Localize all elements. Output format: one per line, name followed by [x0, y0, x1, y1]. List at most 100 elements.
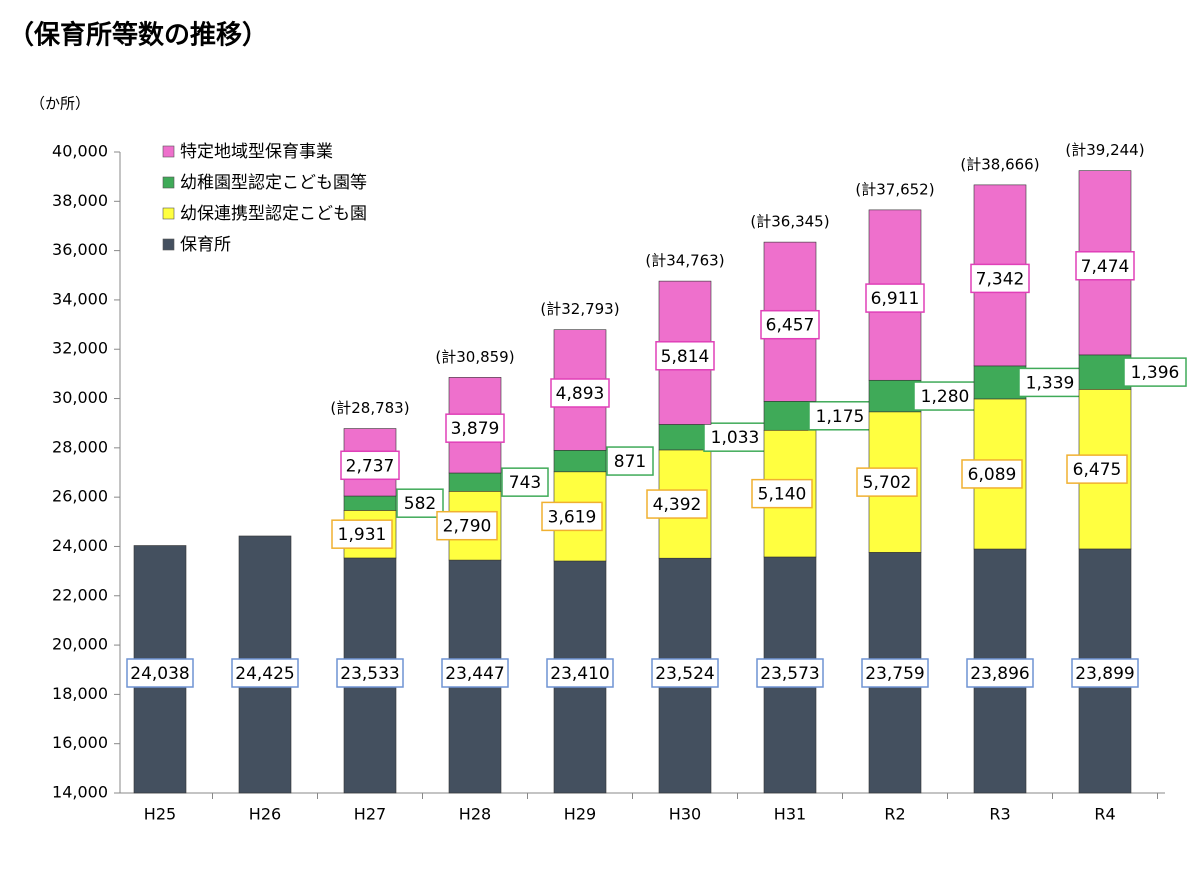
value-label: 24,425	[235, 664, 294, 684]
total-label: (計37,652)	[855, 180, 934, 198]
legend-swatch	[162, 238, 175, 251]
y-axis-label: （か所）	[30, 95, 90, 113]
value-label-box	[1066, 454, 1128, 484]
value-label: 1,339	[1026, 373, 1075, 393]
value-label-box	[913, 381, 977, 411]
value-label: 2,737	[346, 456, 395, 476]
value-label: 24,038	[130, 664, 189, 684]
x-tick-label: H29	[564, 805, 596, 824]
legend-swatch	[162, 176, 175, 189]
x-tick-label: H30	[669, 805, 701, 824]
value-label-box	[651, 658, 719, 688]
y-tick-label: 26,000	[52, 487, 108, 506]
value-label-box	[436, 510, 498, 541]
y-tick-label: 22,000	[52, 585, 108, 604]
value-label-box	[646, 489, 708, 519]
y-tick-label: 30,000	[52, 388, 108, 407]
value-label-box	[856, 467, 918, 497]
bar-segment	[448, 472, 502, 492]
value-label-box	[445, 413, 505, 443]
legend-swatch	[162, 145, 175, 158]
value-label: 23,533	[340, 664, 399, 684]
y-tick-label: 36,000	[52, 240, 108, 259]
total-label: (計38,666)	[960, 155, 1039, 173]
value-label-box	[336, 658, 404, 688]
x-tick-label: H31	[774, 805, 806, 824]
bar-segment	[868, 379, 922, 413]
value-label-box	[756, 658, 824, 688]
value-label-box	[1018, 367, 1082, 398]
value-label: 2,790	[443, 517, 492, 537]
y-tick-label: 16,000	[52, 733, 108, 752]
y-tick-label: 28,000	[52, 437, 108, 456]
legend-swatch	[162, 207, 175, 220]
x-tick-label: H26	[249, 805, 281, 824]
value-label-box	[550, 378, 610, 408]
value-label: 6,089	[968, 465, 1017, 485]
x-tick-label: H25	[144, 805, 176, 824]
value-label: 23,896	[970, 664, 1029, 684]
value-label: 7,474	[1081, 257, 1130, 277]
x-tick-label: R2	[884, 805, 905, 824]
value-label-box	[331, 519, 393, 549]
value-label-box	[126, 658, 194, 688]
y-tick-label: 40,000	[52, 142, 108, 161]
y-tick-label: 38,000	[52, 191, 108, 210]
value-label: 1,033	[711, 428, 760, 448]
total-label: (計36,345)	[750, 213, 829, 231]
value-label: 4,392	[653, 495, 702, 515]
value-label: 23,759	[865, 664, 924, 684]
value-label-box	[546, 658, 614, 688]
total-label: (計28,783)	[330, 399, 409, 417]
value-label-box	[655, 341, 715, 371]
value-label-box	[961, 459, 1023, 489]
value-label-box	[1071, 658, 1139, 688]
bar-segment	[343, 495, 397, 511]
value-label: 3,879	[451, 419, 500, 439]
value-label-box	[970, 263, 1030, 294]
value-label: 582	[404, 494, 436, 514]
value-label-box	[396, 488, 444, 518]
value-label-box	[966, 658, 1034, 688]
value-label-box	[1075, 251, 1135, 281]
value-label-box	[501, 467, 549, 497]
y-tick-label: 34,000	[52, 289, 108, 308]
value-label: 23,410	[550, 664, 609, 684]
total-label: (計32,793)	[540, 300, 619, 318]
value-label: 6,457	[766, 316, 815, 336]
bar-segment	[763, 400, 817, 431]
y-tick-label: 14,000	[52, 783, 108, 802]
value-label: 871	[614, 452, 646, 472]
value-label: 5,702	[863, 473, 912, 493]
y-tick-label: 18,000	[52, 684, 108, 703]
value-label: 1,280	[921, 387, 970, 407]
value-label: 5,814	[661, 347, 710, 367]
value-label: 6,475	[1073, 460, 1122, 480]
legend-label: 特定地域型保育事業	[180, 142, 333, 162]
y-tick-label: 32,000	[52, 339, 108, 358]
value-label: 1,396	[1131, 363, 1180, 383]
value-label-box	[541, 501, 603, 532]
value-label-box	[808, 401, 872, 431]
value-label: 23,899	[1075, 664, 1134, 684]
y-tick-label: 20,000	[52, 635, 108, 654]
legend-label: 保育所	[180, 235, 231, 255]
value-label: 5,140	[758, 485, 807, 505]
legend-label: 幼稚園型認定こども園等	[180, 173, 367, 193]
value-label-box	[1123, 357, 1187, 387]
value-label-box	[231, 658, 299, 688]
x-tick-label: H28	[459, 805, 491, 824]
value-label: 23,524	[655, 664, 714, 684]
bar-segment	[553, 450, 607, 473]
value-label-box	[760, 309, 820, 340]
x-tick-label: R3	[989, 805, 1010, 824]
legend-label: 幼保連携型認定こども園	[180, 204, 367, 224]
chart-title: （保育所等数の推移）	[8, 20, 268, 51]
value-label-box	[865, 283, 925, 313]
total-label: (計30,859)	[435, 348, 514, 366]
value-label: 23,573	[760, 664, 819, 684]
value-label-box	[441, 658, 509, 688]
value-label: 7,342	[976, 269, 1025, 289]
value-label: 3,619	[548, 507, 597, 527]
value-label-box	[703, 422, 767, 452]
